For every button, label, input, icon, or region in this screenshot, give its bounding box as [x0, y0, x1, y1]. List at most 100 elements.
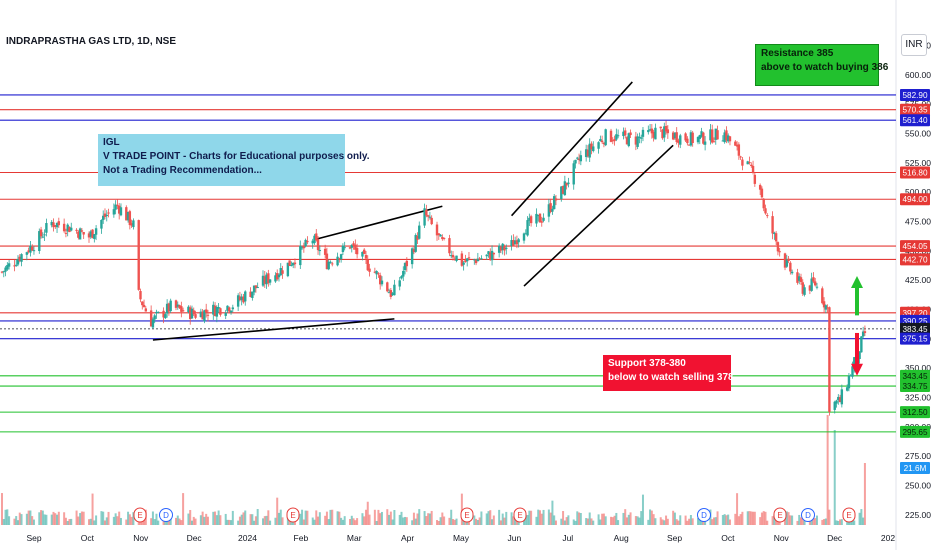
volume-bar [341, 519, 344, 525]
candle-body [190, 308, 194, 319]
volume-bar [578, 512, 581, 525]
candle-body [492, 252, 496, 255]
volume-bar [340, 517, 343, 525]
volume-bar [666, 518, 669, 525]
candle-body [629, 132, 632, 136]
volume-bar [265, 515, 268, 525]
volume-bar [588, 512, 591, 525]
level-badge-label: 516.80 [902, 169, 927, 178]
candle-body [403, 262, 407, 271]
candle-body [176, 304, 179, 307]
candle-body [577, 158, 581, 161]
candle-body [602, 142, 606, 145]
candle-body [244, 291, 247, 302]
candle-body [679, 135, 682, 145]
time-tick-label: Feb [294, 533, 309, 543]
volume-bar [43, 514, 46, 525]
candle-body [764, 208, 767, 214]
volume-bar [675, 519, 678, 525]
candle-body [268, 279, 272, 283]
volume-bar [835, 520, 838, 525]
level-badge [900, 425, 930, 438]
volume-bar [105, 517, 108, 525]
dividend-marker-icon [159, 508, 173, 522]
volume-bar [361, 513, 364, 525]
currency-button[interactable]: INR [901, 34, 927, 56]
candle-body [624, 130, 627, 136]
candle-body [181, 310, 185, 312]
note-line: above to watch buying 386 [761, 62, 889, 73]
candle-body [70, 227, 73, 231]
candle-body [584, 149, 588, 158]
candle-body [613, 139, 616, 142]
candle-body [68, 226, 71, 233]
volume-bar [317, 516, 320, 525]
educational-note: IGL V TRADE POINT - Charts for Education… [98, 134, 370, 186]
candle-body [512, 240, 515, 247]
volume-bar [276, 497, 279, 525]
candle-body [94, 228, 98, 235]
arrow-head [851, 276, 863, 289]
time-tick-label: Nov [774, 533, 790, 543]
volume-bar [354, 520, 357, 525]
candle-body [306, 240, 309, 243]
volume-bar [80, 511, 83, 525]
volume-bar [565, 517, 568, 525]
level-badge [900, 114, 930, 127]
candle-body [103, 213, 107, 217]
volume-bar [116, 516, 119, 525]
candle-body [91, 229, 94, 239]
candle-body [236, 295, 240, 307]
volume-bar [119, 517, 122, 525]
volume-bar [302, 519, 305, 525]
candle-body [712, 141, 716, 143]
volume-bar [66, 520, 69, 525]
candle-body [787, 258, 790, 261]
candle-body [318, 249, 322, 252]
candle-body [352, 243, 355, 246]
candle-body [130, 223, 133, 226]
time-tick-label: Sep [26, 533, 41, 543]
volume-bar [112, 516, 115, 525]
volume-bar [833, 430, 836, 525]
candle-body [206, 314, 210, 316]
event-marker-label: E [517, 511, 522, 520]
candle-body [750, 164, 753, 166]
candle-body [489, 252, 492, 261]
candle-body [15, 264, 18, 266]
volume-bar [478, 517, 481, 525]
level-badge-label: 390.25 [902, 317, 927, 326]
candle-body [256, 287, 259, 289]
volume-bar [576, 511, 579, 525]
volume-bar [217, 510, 220, 525]
candle-body [746, 161, 749, 165]
volume-bar [215, 515, 218, 525]
candle-body [510, 240, 513, 246]
volume-bar [523, 518, 526, 525]
volume-bar [597, 514, 600, 525]
volume-bar [752, 511, 755, 525]
candle-body [576, 157, 579, 159]
candle-body [625, 137, 629, 145]
volume-bar [592, 520, 595, 525]
candle-body [696, 136, 700, 143]
volume-bar [377, 509, 380, 525]
volume-bar [318, 512, 321, 525]
chart-title: INDRAPRASTHA GAS LTD, 1D, NSE [6, 36, 177, 47]
candle-body [822, 301, 826, 308]
volume-bar [13, 518, 16, 525]
candles [0, 120, 867, 416]
volume-bar [176, 515, 179, 525]
volume-bar [281, 517, 284, 525]
volume-bar [663, 520, 666, 525]
candle-body [155, 311, 158, 314]
price-tick-label: 425.00 [905, 275, 931, 285]
volume-bar [141, 520, 144, 525]
candle-body [760, 188, 764, 198]
level-badge-label: 442.70 [902, 255, 927, 264]
price-axis: 225.00250.00275.00300.00325.00350.00375.… [900, 41, 931, 520]
candle-body [45, 223, 48, 233]
volume-bar [6, 509, 9, 525]
volume-bar [487, 511, 490, 525]
